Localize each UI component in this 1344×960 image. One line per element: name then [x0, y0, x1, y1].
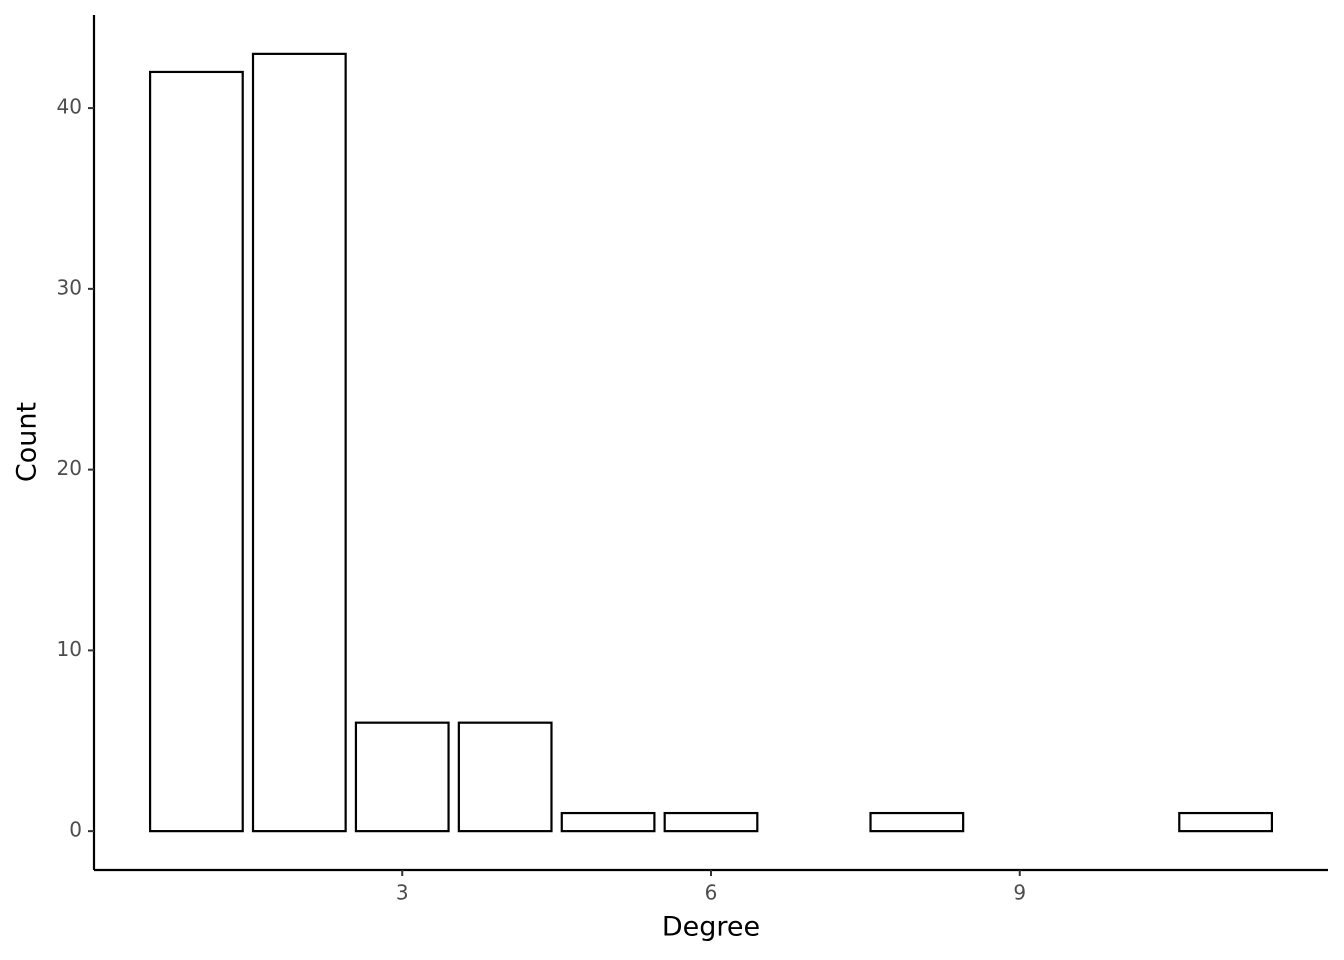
- x-tick-label: 3: [396, 881, 409, 905]
- x-tick-label: 9: [1013, 881, 1026, 905]
- bar: [663, 811, 759, 833]
- y-tick-label: 30: [57, 275, 82, 299]
- y-axis-label: Count: [12, 402, 43, 482]
- y-tick-label: 40: [57, 95, 82, 119]
- bar: [148, 70, 244, 833]
- bar: [560, 811, 656, 833]
- bar: [869, 811, 965, 833]
- y-tick-label: 0: [69, 818, 82, 842]
- y-tick-label: 20: [57, 456, 82, 480]
- bar: [354, 721, 450, 833]
- bar: [457, 721, 553, 833]
- x-tick-label: 6: [705, 881, 718, 905]
- x-axis-label: Degree: [662, 912, 760, 943]
- bar: [251, 52, 347, 833]
- y-tick-label: 10: [57, 637, 82, 661]
- bar: [1178, 811, 1274, 833]
